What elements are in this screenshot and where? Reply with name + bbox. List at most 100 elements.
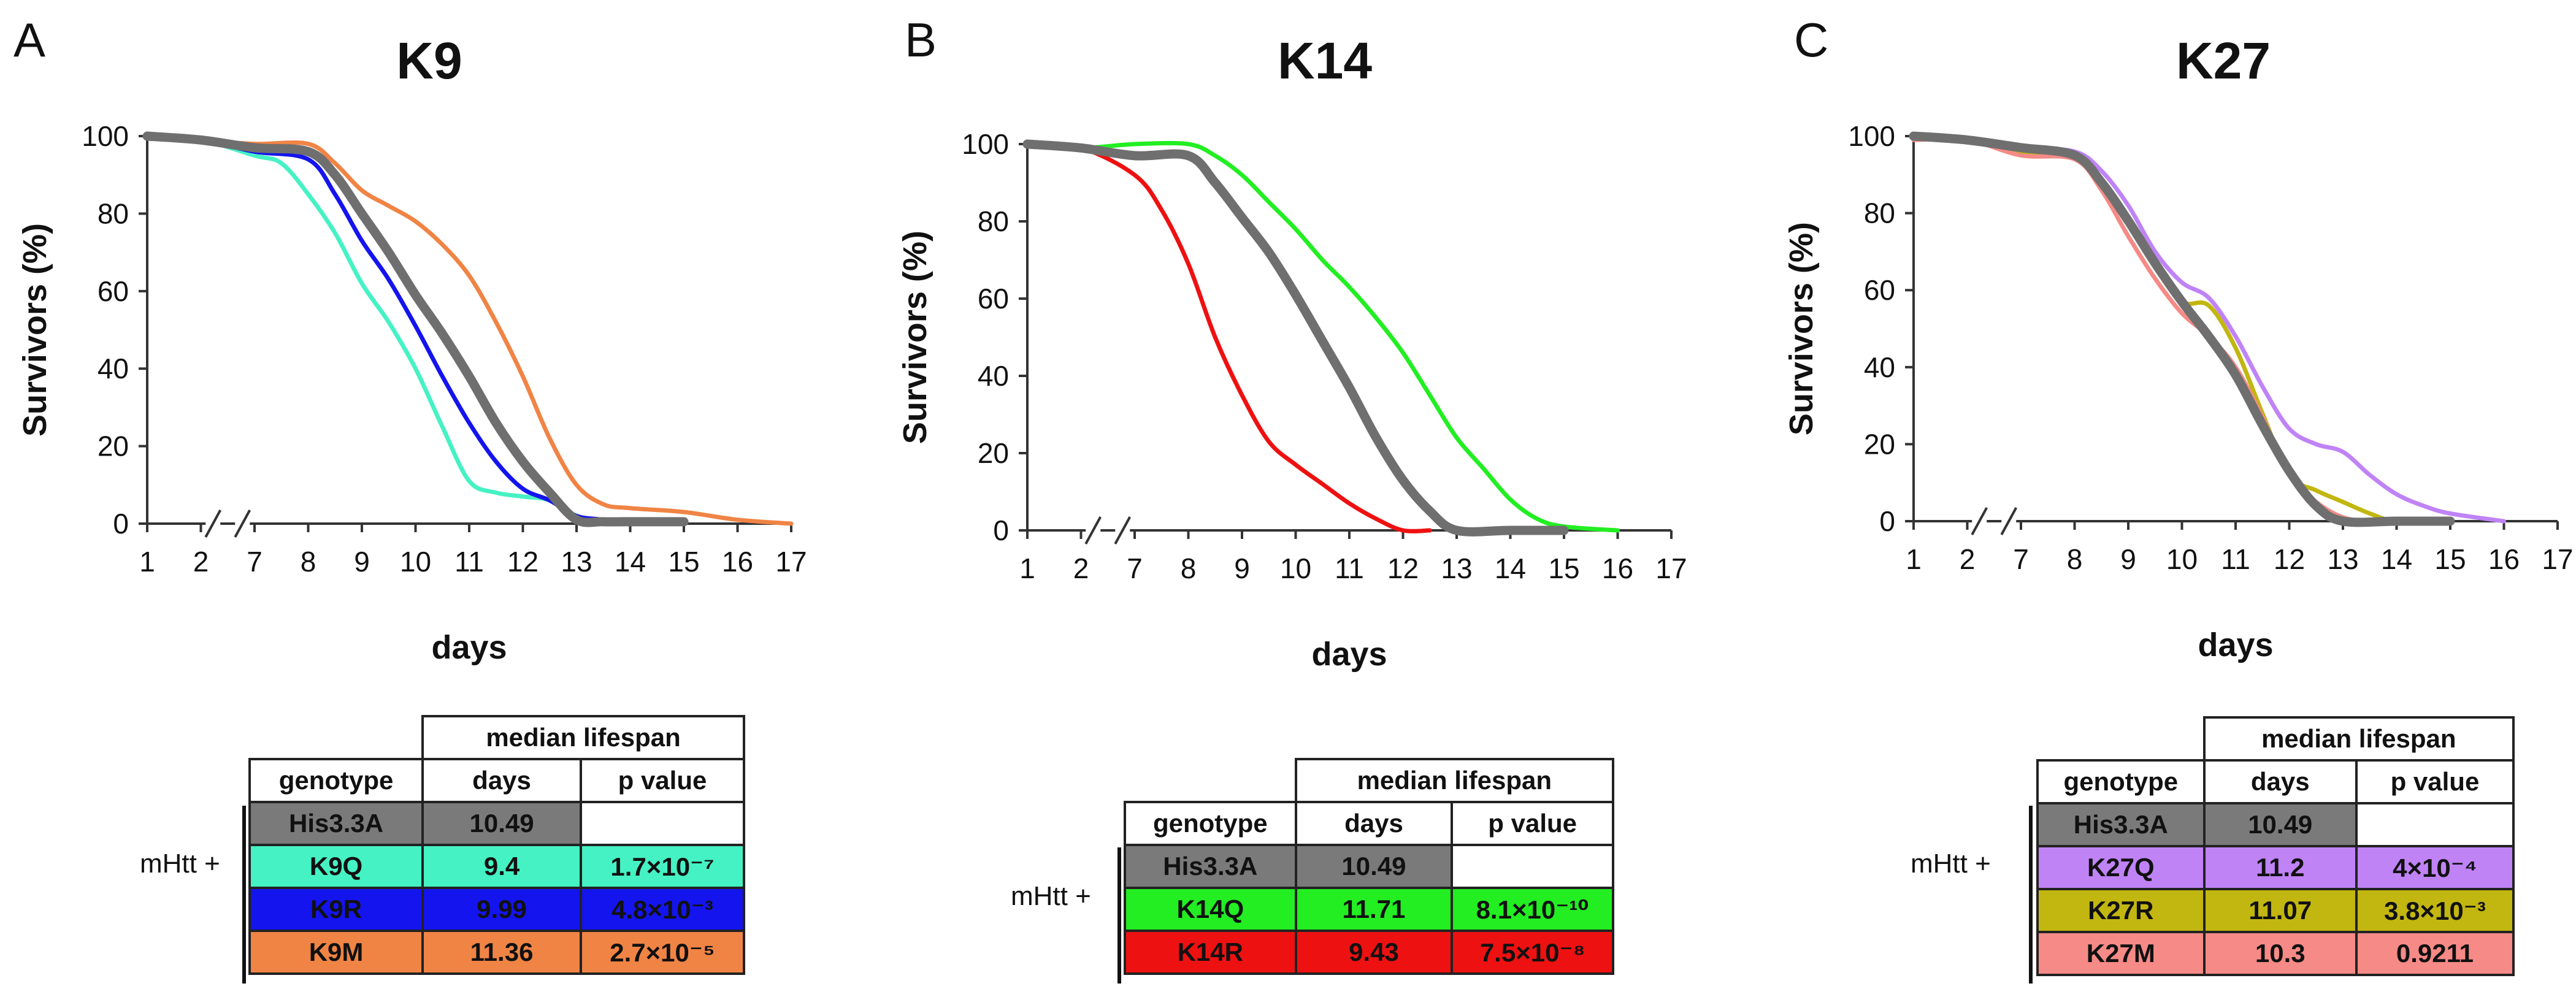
group-bracket	[242, 806, 246, 984]
days-cell: 10.49	[421, 801, 582, 846]
y-tick-label: 60	[978, 283, 1009, 315]
y-tick-label: 20	[978, 437, 1009, 469]
x-tick-label: 16	[2488, 543, 2520, 575]
p-value-cell: 3.8×10⁻³	[2355, 888, 2515, 933]
panel-label: B	[905, 13, 937, 67]
lifespan-table-A: median lifespan genotype days p value His3.3…	[248, 715, 745, 975]
p-value-cell	[580, 801, 745, 846]
series-line-K27M	[1911, 136, 2399, 524]
axis-break-mark	[2000, 507, 2018, 535]
genotype-cell: K14R	[1124, 930, 1297, 975]
median-lifespan-header: median lifespan	[421, 715, 745, 760]
genotype-cell: His3.3A	[2036, 802, 2206, 847]
y-axis-label: Survivors (%)	[1783, 222, 1820, 435]
genotype-header: genotype	[248, 758, 424, 803]
axis-break-mark	[204, 510, 222, 538]
series-line-K14Q	[1025, 140, 1620, 533]
series-line-K9R	[145, 134, 659, 526]
x-tick-label: 15	[2434, 543, 2466, 575]
chart-title: K9	[396, 32, 462, 90]
x-tick-label: 10	[400, 546, 431, 578]
days-cell: 11.71	[1294, 887, 1454, 932]
x-tick-label: 9	[354, 546, 370, 578]
y-tick-label: 80	[1864, 197, 1895, 229]
y-tick-label: 60	[98, 275, 129, 307]
y-tick-label: 80	[978, 205, 1009, 237]
genotype-cell: K27Q	[2036, 845, 2206, 890]
p-value-header: p value	[2355, 759, 2515, 804]
days-cell: 10.49	[1294, 844, 1454, 889]
days-header: days	[421, 758, 582, 803]
days-header: days	[2202, 759, 2358, 804]
series-line-K27R	[1911, 134, 2453, 524]
p-value-cell	[2355, 802, 2515, 847]
table-corner	[250, 716, 423, 759]
x-tick-label: 1	[1019, 552, 1035, 584]
x-tick-label: 11	[2221, 543, 2250, 575]
days-header: days	[1294, 801, 1454, 846]
y-tick-label: 0	[1879, 505, 1895, 537]
axis-break-mark	[234, 510, 251, 538]
p-value-cell: 1.7×10⁻⁷	[580, 844, 745, 889]
table-row: K27Q 11.2 4×10⁻⁴	[2036, 845, 2515, 890]
series-line-K9Q	[145, 134, 632, 527]
series-line-His3.3A	[1022, 139, 1569, 537]
genotype-cell: His3.3A	[248, 801, 424, 846]
x-tick-label: 9	[1234, 552, 1250, 584]
x-tick-label: 14	[615, 546, 646, 578]
x-tick-label: 17	[2542, 543, 2573, 575]
p-value-cell: 8.1×10⁻¹⁰	[1451, 887, 1614, 932]
genotype-cell: K9Q	[248, 844, 424, 889]
table-row: K14R 9.43 7.5×10⁻⁸	[1124, 930, 1614, 975]
x-tick-label: 12	[507, 546, 539, 578]
x-tick-label: 7	[247, 546, 263, 578]
series-line-K14R	[1025, 142, 1432, 533]
y-axis-label: Survivors (%)	[17, 223, 53, 437]
days-cell: 10.49	[2202, 802, 2358, 847]
axis-break-mark	[1084, 516, 1102, 544]
x-tick-label: 17	[775, 546, 807, 578]
series-line-K9M	[145, 134, 794, 526]
y-tick-label: 0	[113, 508, 129, 540]
x-tick-label: 7	[1127, 552, 1143, 584]
table-row: K27M 10.3 0.9211	[2036, 931, 2515, 976]
x-tick-label: 8	[301, 546, 316, 578]
x-tick-label: 11	[454, 546, 484, 578]
x-tick-label: 14	[1495, 552, 1526, 584]
y-tick-label: 80	[98, 197, 129, 229]
y-tick-label: 40	[978, 360, 1009, 392]
x-tick-label: 16	[1602, 552, 1633, 584]
p-value-cell: 4×10⁻⁴	[2355, 845, 2515, 890]
axis-break-mark	[1114, 516, 1132, 544]
lifespan-table-C: median lifespan genotype days p value His3.3…	[2036, 716, 2515, 976]
y-tick-label: 0	[993, 514, 1009, 546]
group-label: mHtt +	[1911, 849, 1991, 879]
x-axis-label: days	[431, 629, 507, 666]
panel-label: A	[13, 13, 45, 67]
y-tick-label: 100	[962, 128, 1009, 160]
x-tick-label: 16	[722, 546, 753, 578]
x-tick-label: 15	[1548, 552, 1579, 584]
x-tick-label: 2	[1960, 543, 1976, 575]
genotype-cell: K27R	[2036, 888, 2206, 933]
median-lifespan-header: median lifespan	[2202, 716, 2515, 762]
x-tick-label: 1	[139, 546, 155, 578]
genotype-cell: K9M	[248, 930, 424, 975]
group-bracket	[1117, 847, 1121, 984]
x-tick-label: 7	[2013, 543, 2029, 575]
x-tick-label: 8	[2067, 543, 2083, 575]
lifespan-table-B: median lifespan genotype days p value His3.3…	[1124, 758, 1615, 975]
x-tick-label: 11	[1335, 552, 1364, 584]
days-cell: 10.3	[2202, 931, 2358, 976]
median-lifespan-header: median lifespan	[1294, 758, 1615, 803]
genotype-cell: K9R	[248, 887, 424, 932]
series-line-K27Q	[1911, 134, 2506, 524]
x-tick-label: 13	[561, 546, 592, 578]
days-cell: 9.43	[1294, 930, 1454, 975]
y-tick-label: 60	[1864, 274, 1895, 306]
p-value-cell: 2.7×10⁻⁵	[580, 930, 745, 975]
table-corner	[1125, 759, 1296, 802]
days-cell: 11.2	[2202, 845, 2358, 890]
